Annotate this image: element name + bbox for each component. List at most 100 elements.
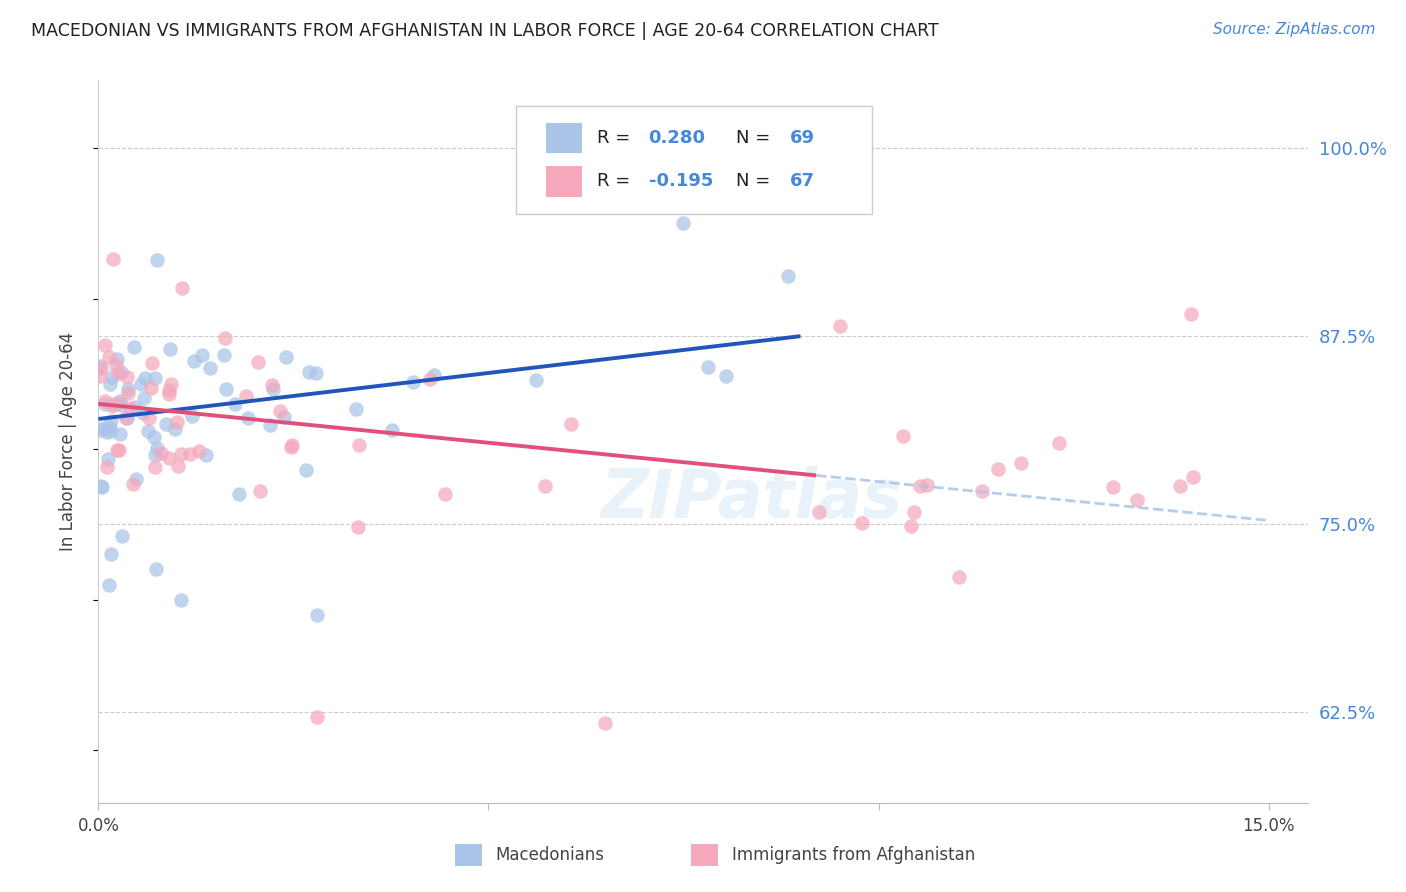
Point (117, 385, 139, 400)
Point (91, 421, 114, 435)
Text: Immigrants from Afghanistan: Immigrants from Afghanistan (733, 846, 976, 863)
Point (157, 384, 180, 398)
Point (423, 368, 446, 383)
Point (910, 479, 932, 493)
Bar (546, 123, 582, 153)
Point (298, 365, 321, 379)
Point (915, 477, 938, 491)
Y-axis label: In Labor Force | Age 20-64: In Labor Force | Age 20-64 (59, 332, 77, 551)
Point (97, 350, 120, 364)
Point (91, 480, 114, 494)
Text: 67: 67 (790, 172, 815, 190)
Point (970, 484, 993, 499)
Point (169, 592, 191, 607)
Point (105, 358, 128, 372)
Point (96, 425, 118, 439)
Point (103, 397, 125, 411)
Point (214, 331, 236, 345)
Point (136, 424, 159, 438)
Point (672, 216, 695, 230)
Point (143, 429, 166, 443)
Text: Source: ZipAtlas.com: Source: ZipAtlas.com (1212, 22, 1375, 37)
Point (295, 463, 318, 477)
Point (280, 440, 302, 454)
Point (179, 447, 201, 461)
Point (107, 396, 129, 410)
Point (94, 337, 117, 351)
Text: ZIPatlas: ZIPatlas (600, 467, 903, 533)
Point (433, 487, 456, 501)
Point (419, 372, 441, 386)
Point (987, 462, 1010, 476)
Point (129, 376, 152, 391)
Text: -0.195: -0.195 (648, 172, 713, 190)
Point (108, 442, 131, 457)
Point (228, 487, 250, 501)
Point (903, 505, 925, 519)
Point (891, 429, 914, 443)
Point (155, 417, 177, 432)
Bar (546, 166, 582, 196)
Point (1168, 478, 1191, 492)
Point (121, 477, 143, 491)
Point (349, 438, 371, 452)
Point (98, 577, 121, 591)
Point (259, 418, 281, 433)
Point (94, 397, 117, 411)
Point (115, 411, 138, 425)
Point (1047, 436, 1070, 450)
Point (89, 368, 111, 383)
Point (402, 376, 425, 390)
Point (1010, 456, 1032, 470)
Point (107, 442, 129, 457)
Point (344, 401, 367, 416)
Text: R =: R = (596, 129, 636, 147)
Point (276, 350, 298, 364)
Text: 0.280: 0.280 (648, 129, 706, 147)
Point (159, 342, 181, 356)
Point (143, 460, 166, 475)
Point (281, 438, 304, 452)
Point (249, 483, 271, 498)
Point (900, 518, 922, 533)
Point (134, 370, 156, 384)
Point (560, 417, 582, 431)
Point (141, 381, 163, 395)
FancyBboxPatch shape (516, 105, 872, 214)
Point (166, 415, 188, 429)
Point (157, 386, 180, 401)
Point (1180, 307, 1202, 321)
Point (111, 529, 134, 543)
Point (198, 361, 221, 376)
Point (347, 520, 370, 534)
Point (697, 360, 720, 375)
Point (215, 382, 238, 396)
Point (105, 352, 128, 367)
Point (146, 441, 169, 455)
Point (145, 371, 167, 385)
Point (114, 410, 136, 425)
Point (125, 472, 148, 486)
Point (247, 355, 270, 369)
Point (1101, 480, 1123, 494)
Bar (456, 844, 482, 865)
Point (305, 366, 328, 380)
Point (260, 378, 283, 392)
Point (714, 369, 737, 384)
Point (273, 409, 295, 424)
Point (948, 570, 970, 584)
Point (180, 409, 202, 423)
Point (96, 460, 118, 475)
Text: MACEDONIAN VS IMMIGRANTS FROM AFGHANISTAN IN LABOR FORCE | AGE 20-64 CORRELATION: MACEDONIAN VS IMMIGRANTS FROM AFGHANISTA… (31, 22, 939, 40)
Point (94, 393, 117, 408)
Point (97, 452, 120, 467)
Text: N =: N = (735, 172, 776, 190)
Point (134, 391, 156, 405)
Point (107, 367, 129, 381)
Point (100, 424, 122, 438)
Point (108, 427, 131, 442)
Point (776, 268, 799, 283)
Point (124, 400, 146, 414)
Point (307, 607, 329, 622)
Text: N =: N = (735, 129, 776, 147)
